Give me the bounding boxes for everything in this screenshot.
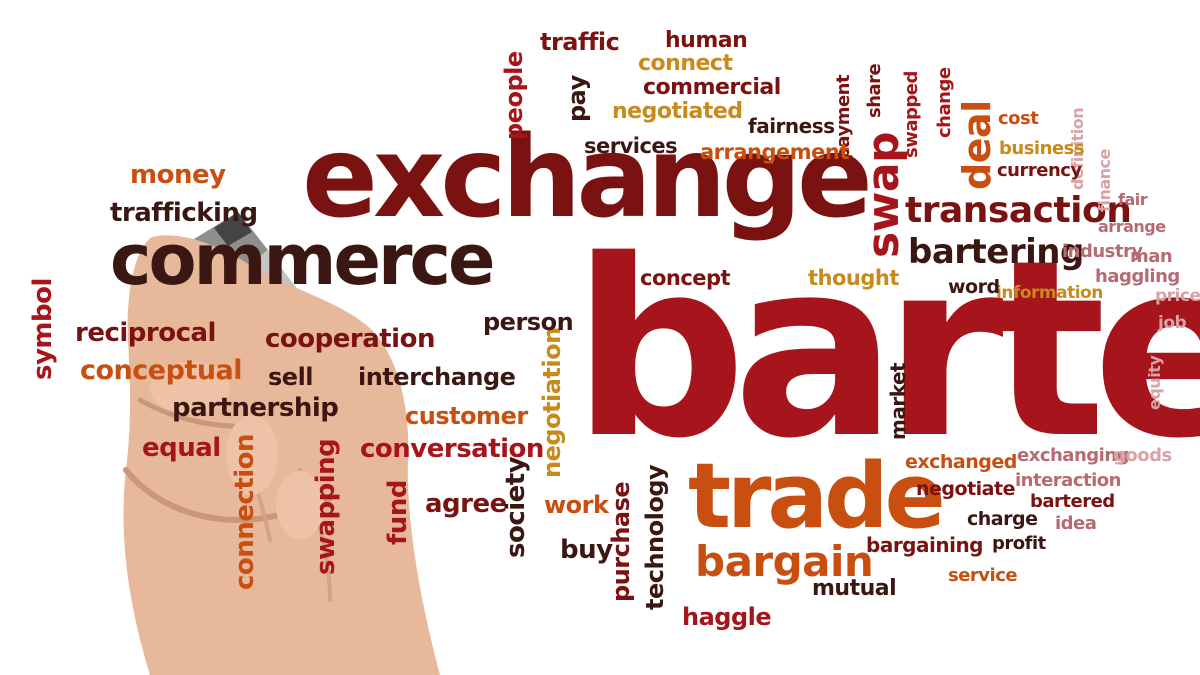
word-people: people xyxy=(500,51,528,140)
word-deal: deal xyxy=(955,100,999,190)
word-commercial: commercial xyxy=(643,75,781,100)
word-negotiated: negotiated xyxy=(612,99,743,124)
word-idea: idea xyxy=(1055,513,1097,534)
word-person: person xyxy=(483,308,574,336)
word-cost: cost xyxy=(998,108,1039,129)
word-partnership: partnership xyxy=(172,393,339,423)
word-connection: connection xyxy=(230,433,260,590)
word-man: man xyxy=(1130,246,1173,267)
word-exchanged: exchanged xyxy=(905,451,1017,473)
word-bargain: bargain xyxy=(695,537,874,586)
word-swapping: swapping xyxy=(311,438,341,575)
word-cooperation: cooperation xyxy=(265,324,435,354)
word-money: money xyxy=(130,160,226,190)
word-conversation: conversation xyxy=(360,434,544,464)
word-buy: buy xyxy=(560,535,613,565)
word-reciprocal: reciprocal xyxy=(75,318,216,348)
word-charge: charge xyxy=(967,508,1038,530)
word-human: human xyxy=(665,28,748,53)
word-sell: sell xyxy=(268,363,314,391)
word-concept: concept xyxy=(640,266,731,290)
word-finance: finance xyxy=(1095,149,1114,212)
word-traffic: traffic xyxy=(540,28,620,56)
word-price: price xyxy=(1155,286,1200,306)
word-trafficking: trafficking xyxy=(110,198,258,228)
word-change: change xyxy=(934,67,955,138)
word-service: service xyxy=(948,565,1018,586)
word-services: services xyxy=(584,134,678,158)
word-equal: equal xyxy=(142,433,221,463)
word-currency: currency xyxy=(997,160,1082,181)
word-fund: fund xyxy=(383,480,413,545)
word-mutual: mutual xyxy=(812,576,897,601)
word-profit: profit xyxy=(992,533,1046,554)
word-interaction: interaction xyxy=(1015,470,1121,491)
word-work: work xyxy=(544,491,609,519)
word-industry: industry xyxy=(1062,241,1143,262)
word-thought: thought xyxy=(808,266,899,290)
word-fairness: fairness xyxy=(748,114,835,138)
word-bartered: bartered xyxy=(1030,491,1115,512)
word-customer: customer xyxy=(405,402,528,430)
word-fair: fair xyxy=(1118,190,1148,209)
word-connect: connect xyxy=(638,51,733,76)
word-business: business xyxy=(999,138,1085,159)
word-swapped: swapped xyxy=(901,71,922,158)
word-purchase: purchase xyxy=(607,481,635,602)
word-symbol: symbol xyxy=(28,278,58,380)
word-negotiation: negotiation xyxy=(538,327,566,478)
word-trade: trade xyxy=(688,444,946,549)
word-word: word xyxy=(948,276,1000,298)
word-job: job xyxy=(1158,313,1187,333)
word-conceptual: conceptual xyxy=(80,355,243,386)
word-market: market xyxy=(886,362,910,440)
word-arrange: arrange xyxy=(1098,217,1166,236)
word-pay: pay xyxy=(563,75,591,122)
word-equity: equity xyxy=(1145,355,1164,410)
word-commerce: commerce xyxy=(110,219,495,301)
word-haggling: haggling xyxy=(1095,266,1180,287)
word-arrangement: arrangement xyxy=(700,140,849,164)
word-interchange: interchange xyxy=(358,363,516,391)
word-share: share xyxy=(864,63,885,118)
word-bargaining: bargaining xyxy=(866,533,984,557)
word-transaction: transaction xyxy=(905,190,1132,231)
word-negotiate: negotiate xyxy=(916,478,1015,500)
word-society: society xyxy=(501,456,531,558)
word-exchange: exchange xyxy=(302,113,873,243)
word-agree: agree xyxy=(425,489,507,519)
word-swap: swap xyxy=(858,131,909,258)
word-barter: barter xyxy=(572,208,1200,492)
word-technology: technology xyxy=(641,464,669,610)
word-haggle: haggle xyxy=(682,603,772,631)
word-information: information xyxy=(996,283,1103,303)
word-goods: goods xyxy=(1113,445,1172,466)
word-exchanging: exchanging xyxy=(1017,445,1130,466)
word-bartering: bartering xyxy=(908,232,1084,272)
